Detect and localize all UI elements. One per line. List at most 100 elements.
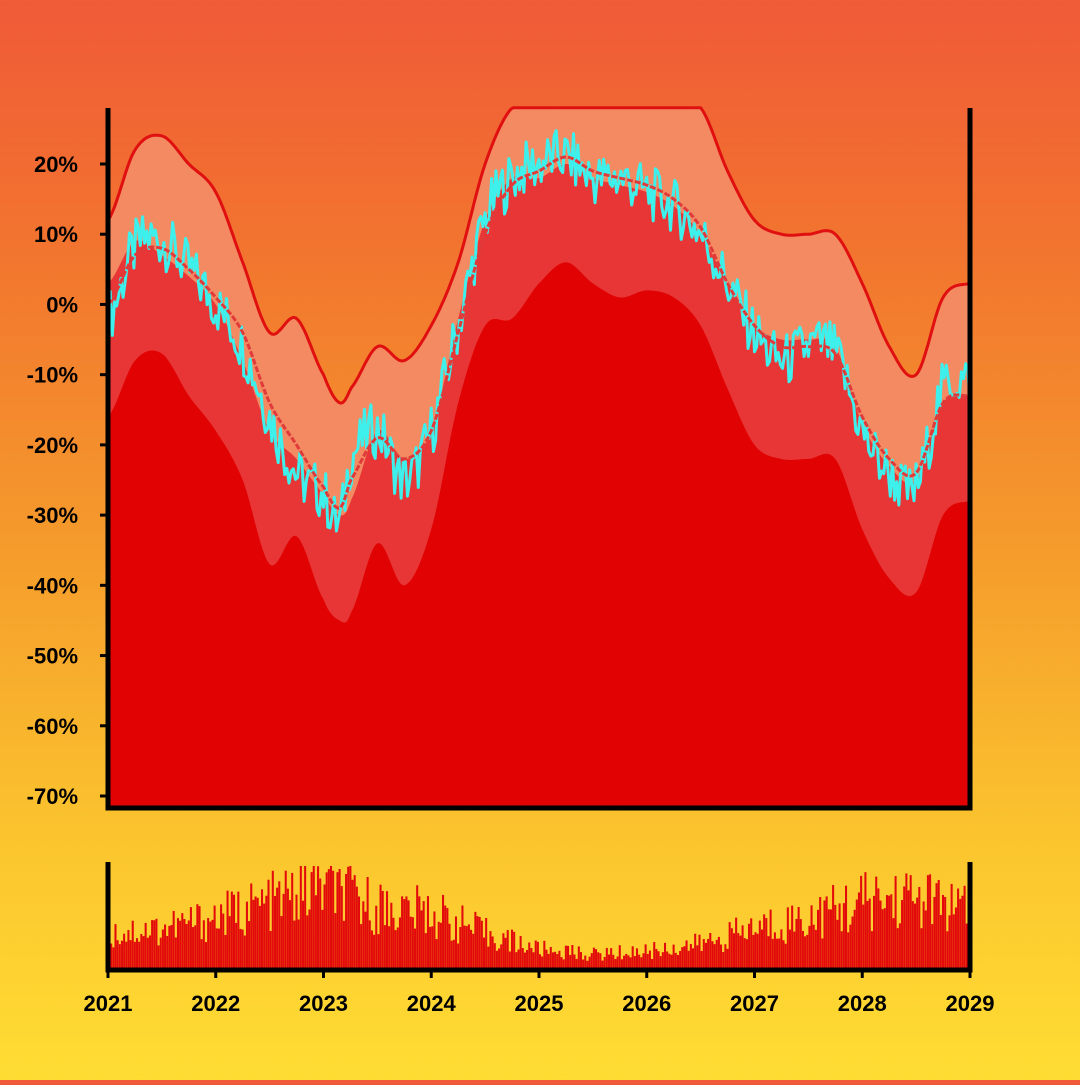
volume-bar [334, 913, 337, 970]
volume-bar [849, 924, 852, 970]
volume-bar [679, 951, 682, 970]
volume-bar [418, 896, 421, 970]
volume-bar [429, 926, 432, 970]
volume-bar [304, 866, 307, 970]
volume-bar [515, 952, 518, 970]
volume-bar [513, 931, 516, 970]
volume-bar [345, 873, 348, 970]
volume-bar [409, 916, 412, 970]
volume-bar [280, 916, 283, 970]
volume-bar [187, 920, 190, 970]
volume-bar [202, 920, 205, 970]
volume-bar [575, 958, 578, 970]
volume-bar [461, 905, 464, 970]
volume-bar [368, 920, 371, 970]
volume-bar [946, 931, 949, 970]
volume-bar [582, 959, 585, 970]
volume-bar [136, 938, 139, 970]
volume-bar [801, 930, 804, 970]
volume-bar [424, 933, 427, 970]
x-tick-label: 2025 [515, 991, 564, 1016]
volume-bar [172, 910, 175, 970]
volume-bar [420, 910, 423, 970]
volume-bar [689, 943, 692, 970]
volume-bar [726, 948, 729, 970]
volume-bar [114, 924, 117, 970]
volume-bar [127, 930, 130, 970]
volume-bar [963, 885, 966, 970]
volume-bar [911, 901, 914, 970]
volume-bar [183, 919, 186, 970]
volume-bar [817, 909, 820, 970]
volume-bar [786, 907, 789, 970]
volume-bar [146, 937, 149, 970]
volume-bar [539, 954, 542, 970]
volume-bar [349, 866, 352, 970]
volume-bar [763, 914, 766, 970]
volume-bar [164, 924, 167, 970]
volume-bar [804, 936, 807, 970]
volume-bar [823, 900, 826, 970]
volume-bar [360, 924, 363, 970]
volume-bar [894, 876, 897, 970]
volume-bar [159, 937, 162, 970]
volume-bar [694, 933, 697, 970]
volume-bar [485, 918, 488, 970]
volume-bar [584, 955, 587, 970]
volume-bar [142, 936, 145, 970]
volume-bar [857, 892, 860, 970]
volume-bar [239, 928, 242, 970]
volume-bar [530, 948, 533, 970]
volume-bar [778, 938, 781, 970]
x-tick-label: 2024 [407, 991, 457, 1016]
volume-bar [965, 923, 968, 970]
volume-bar [222, 913, 225, 970]
volume-bar [819, 896, 822, 970]
volume-bar [329, 866, 333, 970]
volume-bar [271, 870, 274, 970]
volume-bar [711, 941, 714, 970]
volume-bar [821, 938, 824, 970]
volume-bar [452, 939, 455, 970]
volume-bar [944, 896, 947, 970]
volume-bar [812, 924, 815, 970]
volume-bar [847, 932, 850, 970]
volume-bar [722, 952, 725, 970]
y-tick-label: -50% [27, 644, 78, 669]
volume-bar [728, 922, 731, 970]
volume-bar [745, 939, 748, 970]
volume-bar [407, 900, 410, 970]
volume-bar [534, 940, 537, 970]
volume-bar [265, 895, 268, 970]
volume-bar [627, 955, 630, 970]
volume-bar [851, 916, 854, 970]
volume-bar [521, 948, 524, 970]
volume-bar [853, 909, 856, 970]
volume-bar [651, 958, 654, 970]
volume-bar [666, 951, 669, 970]
volume-bar [890, 894, 893, 970]
volume-bar [948, 915, 951, 970]
volume-bar [836, 919, 839, 970]
volume-bar [901, 900, 904, 970]
y-tick-label: -40% [27, 573, 78, 598]
volume-bar [579, 952, 582, 970]
volume-bar [554, 951, 557, 970]
volume-bar [373, 934, 376, 970]
volume-bar [366, 876, 369, 970]
volume-bar [558, 950, 561, 970]
volume-bar [493, 943, 496, 970]
volume-bar [663, 942, 667, 970]
volume-bar [612, 954, 615, 970]
volume-bar [463, 925, 466, 970]
volume-bar [720, 944, 723, 970]
volume-bar [467, 924, 470, 970]
volume-bar [482, 937, 486, 970]
x-tick-label: 2021 [84, 991, 133, 1016]
volume-bar [448, 923, 451, 970]
volume-bar [773, 932, 776, 970]
volume-bar [888, 895, 891, 970]
volume-bar [364, 911, 367, 970]
volume-bar [845, 885, 848, 970]
volume-bar [396, 927, 399, 970]
